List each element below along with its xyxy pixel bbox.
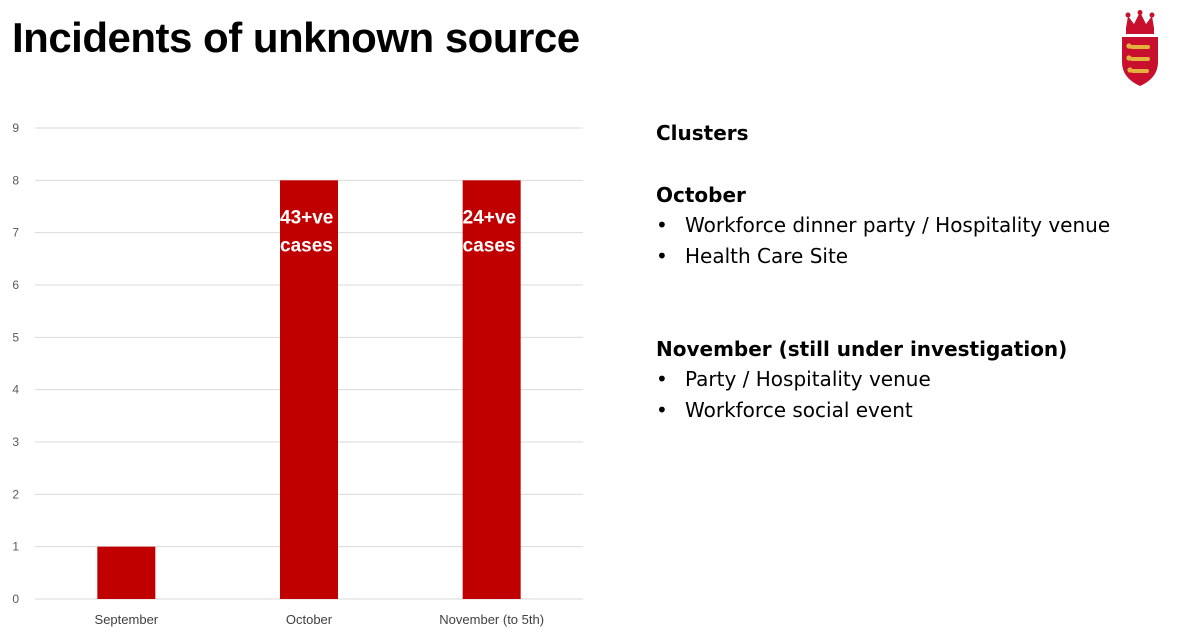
x-category-label: October	[286, 612, 333, 627]
bar	[462, 180, 521, 599]
list-item: • Party / Hospitality venue	[656, 364, 1176, 395]
october-group: October • Workforce dinner party / Hospi…	[656, 180, 1176, 272]
list-item-text: Party / Hospitality venue	[685, 367, 931, 391]
list-item-text: Workforce social event	[685, 398, 913, 422]
bars	[97, 180, 521, 599]
jersey-crest-icon	[1122, 10, 1158, 86]
november-heading: November (still under investigation)	[656, 337, 1068, 361]
bullet-icon: •	[656, 213, 668, 237]
bar-data-label: 43+ve	[280, 207, 333, 228]
y-tick-label: 3	[12, 435, 19, 449]
page-title: Incidents of unknown source	[12, 14, 580, 61]
bar-data-label: 24+ve	[463, 207, 516, 228]
bar-labels: 43+ve cases 24+ve cases	[280, 207, 516, 256]
bullet-icon: •	[656, 367, 668, 391]
list-item: • Workforce dinner party / Hospitality v…	[656, 210, 1176, 241]
clusters-heading: Clusters	[656, 121, 749, 145]
bullet-icon: •	[656, 398, 668, 422]
y-tick-label: 0	[12, 592, 19, 606]
list-item-text: Workforce dinner party / Hospitality ven…	[685, 213, 1111, 237]
bar-data-label: cases	[280, 235, 333, 256]
y-tick-label: 8	[12, 173, 19, 187]
november-list: • Party / Hospitality venue • Workforce …	[656, 364, 1176, 426]
october-list: • Workforce dinner party / Hospitality v…	[656, 210, 1176, 272]
crown-icon	[1125, 10, 1155, 34]
x-axis-categories: September October November (to 5th)	[95, 612, 545, 627]
y-axis-ticks: 0 1 2 3 4 5 6 7 8 9	[12, 121, 19, 606]
bar-chart: 0 1 2 3 4 5 6 7 8 9 43+ve cases 24+ve cases Septembe…	[12, 121, 583, 627]
y-tick-label: 5	[12, 330, 19, 344]
october-heading: October	[656, 183, 746, 207]
november-group: November (still under investigation) • P…	[656, 334, 1176, 426]
y-tick-label: 2	[12, 487, 19, 501]
y-tick-label: 7	[12, 226, 19, 240]
y-tick-label: 9	[12, 121, 19, 135]
list-item: • Workforce social event	[656, 395, 1176, 426]
y-tick-label: 1	[12, 540, 19, 554]
x-category-label: November (to 5th)	[439, 612, 544, 627]
list-item: • Health Care Site	[656, 241, 1176, 272]
list-item-text: Health Care Site	[685, 244, 849, 268]
bar	[280, 180, 338, 599]
bar-data-label: cases	[463, 235, 516, 256]
clusters-panel: Clusters October • Workforce dinner part…	[656, 118, 1176, 426]
x-category-label: September	[95, 612, 159, 627]
y-tick-label: 4	[12, 383, 19, 397]
bar	[97, 546, 156, 599]
y-tick-label: 6	[12, 278, 19, 292]
bullet-icon: •	[656, 244, 668, 268]
